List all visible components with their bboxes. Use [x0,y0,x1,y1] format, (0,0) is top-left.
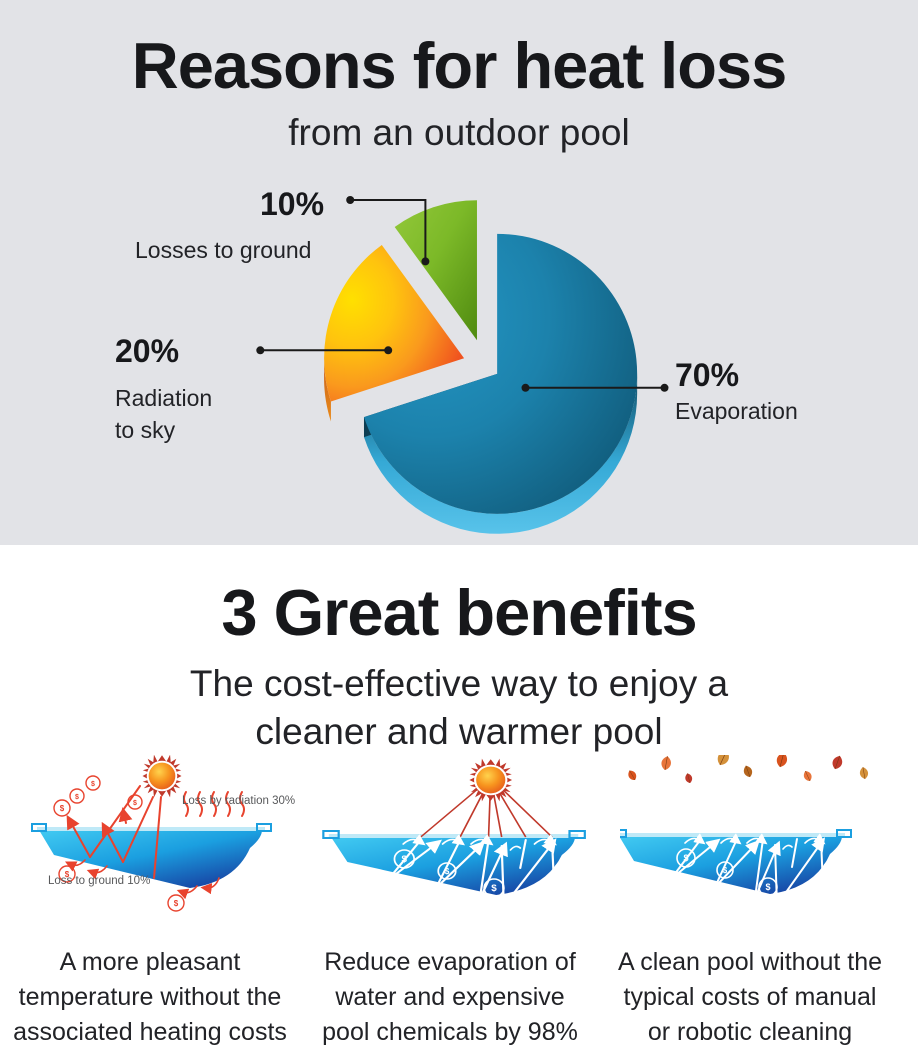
svg-text:Loss to ground 10%: Loss to ground 10% [48,875,150,887]
svg-text:$: $ [91,781,95,788]
svg-text:$: $ [75,794,79,801]
svg-text:$: $ [60,804,65,813]
svg-text:$: $ [765,882,770,892]
svg-text:$: $ [491,882,497,892]
svg-text:$: $ [133,800,137,807]
svg-text:$: $ [445,866,450,876]
svg-text:$: $ [829,865,834,875]
svg-text:$: $ [683,853,688,863]
svg-text:$: $ [402,853,408,863]
svg-text:$: $ [723,866,728,875]
svg-text:$: $ [561,865,567,875]
svg-text:Loss by radiation 30%: Loss by radiation 30% [182,795,295,807]
svg-text:$: $ [174,899,179,908]
